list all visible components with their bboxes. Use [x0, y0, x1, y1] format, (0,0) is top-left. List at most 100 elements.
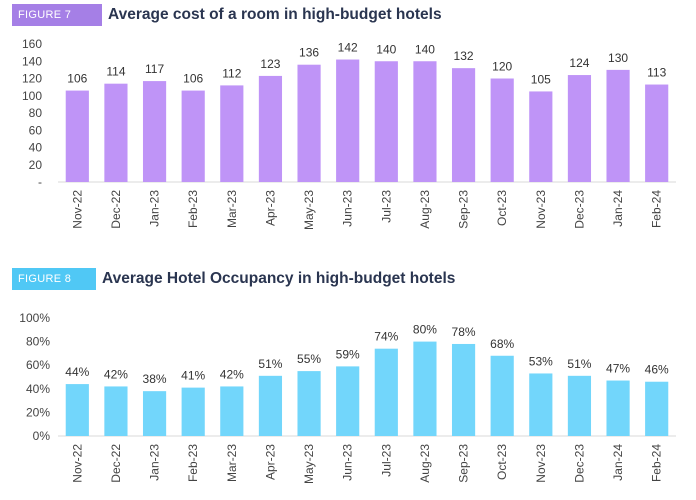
y-tick-label: 40%: [26, 382, 50, 396]
data-label: 136: [299, 46, 319, 60]
data-label: 142: [338, 41, 358, 55]
data-label: 51%: [567, 357, 591, 371]
figure-8-title: Average Hotel Occupancy in high-budget h…: [102, 270, 456, 287]
bar: [529, 373, 553, 436]
y-tick-label: 100: [22, 89, 42, 103]
bar: [413, 341, 437, 436]
bar: [297, 64, 321, 182]
data-label: 132: [454, 49, 474, 63]
x-tick-label: Jan-24: [611, 444, 625, 481]
x-tick-label: Mar-23: [225, 444, 239, 482]
data-label: 42%: [104, 367, 128, 381]
bar: [645, 84, 669, 182]
x-tick-label: Dec-22: [109, 190, 123, 229]
y-tick-label: 20: [29, 158, 43, 172]
data-label: 117: [145, 62, 164, 76]
bar: [451, 68, 476, 182]
bar: [336, 59, 360, 182]
bar: [220, 386, 244, 436]
x-tick-label: Nov-23: [534, 444, 548, 483]
x-tick-label: Nov-22: [70, 444, 84, 483]
data-label: 78%: [452, 325, 476, 339]
data-label: 130: [608, 51, 628, 65]
bar: [104, 83, 128, 182]
figure-7-title: Average cost of a room in high-budget ho…: [108, 6, 442, 23]
figure-7-tag: FIGURE 7: [12, 4, 102, 26]
cost-chart: - 20 40 60 80 100 120 140 160 106 Nov-22 114 Dec-22 1…: [22, 37, 676, 230]
data-label: 124: [569, 56, 589, 70]
x-tick-label: Nov-22: [70, 190, 84, 229]
y-tick-label: 20%: [26, 405, 50, 419]
x-tick-label: Jul-23: [379, 190, 393, 223]
bar: [297, 371, 321, 436]
y-tick-label: 160: [22, 37, 42, 51]
data-label: 74%: [374, 330, 398, 344]
data-label: 105: [531, 72, 551, 86]
bar: [65, 90, 89, 182]
x-tick-label: Aug-23: [418, 190, 432, 229]
bar: [413, 61, 437, 182]
data-label: 140: [415, 42, 435, 56]
y-tick-label: 100%: [19, 311, 50, 325]
occupancy-chart: 0% 20% 40% 60% 80% 100% 44% Nov-22 42% Dec-22 38% J…: [19, 311, 676, 484]
data-label: 68%: [490, 337, 514, 351]
y-tick-label: 80%: [26, 335, 50, 349]
x-tick-label: Jan-23: [148, 444, 162, 481]
data-label: 44%: [65, 365, 89, 379]
x-tick-label: Oct-23: [495, 444, 509, 480]
data-label: 80%: [413, 323, 437, 337]
x-tick-label: Jan-23: [148, 190, 162, 227]
bar: [567, 75, 592, 182]
data-label: 51%: [258, 357, 282, 371]
data-label: 55%: [297, 352, 321, 366]
bar: [645, 381, 669, 436]
bar: [336, 366, 360, 436]
data-label: 114: [106, 65, 125, 79]
y-tick-label: 0%: [33, 429, 51, 443]
x-tick-label: Dec-22: [109, 444, 123, 483]
x-tick-label: Dec-23: [572, 190, 586, 229]
bar: [529, 91, 553, 182]
x-tick-label: Feb-24: [650, 444, 664, 482]
bar: [220, 85, 244, 182]
y-tick-label: 60%: [26, 358, 50, 372]
bar: [490, 78, 514, 182]
x-tick-label: Jun-23: [341, 444, 355, 481]
bar: [606, 69, 630, 182]
figure-8-header: FIGURE 8 Average Hotel Occupancy in high…: [12, 268, 455, 290]
bar: [451, 343, 476, 436]
data-label: 106: [183, 72, 203, 86]
x-tick-label: Jun-23: [341, 190, 355, 227]
x-tick-label: Oct-23: [495, 190, 509, 226]
bar: [142, 81, 167, 182]
x-tick-label: Aug-23: [418, 444, 432, 483]
data-label: 46%: [645, 363, 669, 377]
x-tick-label: Feb-23: [186, 190, 200, 228]
data-label: 59%: [336, 347, 360, 361]
data-label: 38%: [143, 372, 167, 386]
y-tick-label: 80: [29, 106, 43, 120]
y-tick-label: 40: [29, 141, 43, 155]
bar: [490, 355, 514, 436]
bar: [374, 348, 398, 436]
bar: [606, 380, 630, 436]
bar: [181, 387, 205, 436]
x-tick-label: Apr-23: [263, 444, 277, 480]
bar: [65, 384, 89, 436]
data-label: 112: [222, 66, 241, 80]
bar: [142, 391, 167, 436]
bar: [258, 375, 283, 436]
bar: [181, 90, 205, 182]
y-tick-label: -: [38, 175, 42, 189]
data-label: 140: [376, 42, 396, 56]
data-label: 106: [67, 72, 87, 86]
x-tick-label: Sep-23: [457, 444, 471, 483]
figure-8-tag: FIGURE 8: [12, 268, 96, 290]
data-label: 42%: [220, 367, 244, 381]
bar: [104, 386, 128, 436]
data-label: 53%: [529, 354, 553, 368]
x-tick-label: Feb-24: [650, 190, 664, 228]
x-tick-label: Dec-23: [572, 444, 586, 483]
x-tick-label: Nov-23: [534, 190, 548, 229]
data-label: 123: [260, 57, 280, 71]
